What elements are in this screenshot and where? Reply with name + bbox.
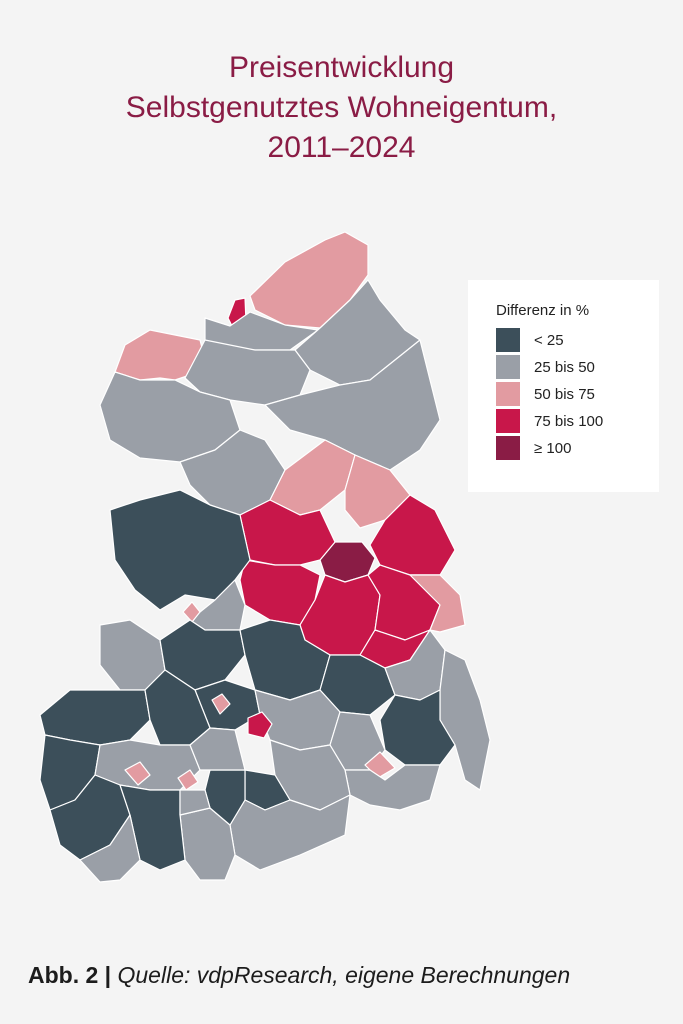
title-line-2: Selbstgenutztes Wohneigentum, bbox=[125, 91, 558, 124]
map-legend: Differenz in % < 25 25 bis 50 50 bis 75 … bbox=[468, 280, 659, 492]
legend-label: < 25 bbox=[534, 331, 564, 349]
legend-item-gte100: ≥ 100 bbox=[496, 436, 571, 460]
legend-swatch bbox=[496, 328, 520, 352]
region-bb-north bbox=[269, 439, 356, 516]
region-sn-osterzgebirge bbox=[344, 764, 441, 811]
legend-swatch bbox=[496, 409, 520, 433]
region-th-erfurt bbox=[124, 761, 151, 786]
legend-swatch bbox=[496, 355, 520, 379]
title-line-3: 2011–2024 bbox=[267, 131, 416, 164]
region-th-suhl bbox=[79, 814, 141, 883]
legend-label: ≥ 100 bbox=[534, 439, 572, 457]
region-sn-bautzen bbox=[379, 689, 456, 766]
region-sn-leipzig-city bbox=[247, 711, 273, 739]
map-title: Preisentwicklung Selbstgenutztes Wohneig… bbox=[0, 48, 683, 168]
region-th-gera bbox=[189, 727, 246, 771]
legend-label: 50 bis 75 bbox=[534, 385, 595, 403]
region-bb-frankfurt bbox=[409, 574, 466, 633]
region-sn-erzgebirge bbox=[229, 794, 351, 871]
region-st-city bbox=[211, 693, 231, 715]
region-st-mdburg-city bbox=[182, 601, 201, 623]
caption-source: Quelle: vdpResearch, eigene Berechnungen bbox=[117, 962, 571, 988]
title-line-1: Preisentwicklung bbox=[228, 51, 455, 84]
legend-item-25-50: 25 bis 50 bbox=[496, 355, 595, 379]
figure-caption: Abb. 2 | Quelle: vdpResearch, eigene Ber… bbox=[28, 962, 570, 989]
region-mv-coast bbox=[249, 231, 369, 329]
legend-item-75-100: 75 bis 100 bbox=[496, 409, 603, 433]
legend-label: 75 bis 100 bbox=[534, 412, 604, 430]
legend-title: Differenz in % bbox=[496, 302, 590, 319]
legend-swatch bbox=[496, 382, 520, 406]
region-sn-goerlitz bbox=[439, 649, 491, 791]
region-th-saalfeld bbox=[179, 789, 211, 816]
region-bb-uckermark bbox=[344, 454, 411, 529]
legend-item-lt25: < 25 bbox=[496, 328, 564, 352]
legend-item-50-75: 50 bis 75 bbox=[496, 382, 595, 406]
region-th-weimar bbox=[177, 769, 199, 791]
region-mv-south bbox=[99, 371, 241, 463]
caption-prefix: Abb. 2 | bbox=[28, 962, 112, 988]
legend-swatch bbox=[496, 436, 520, 460]
legend-label: 25 bis 50 bbox=[534, 358, 595, 376]
